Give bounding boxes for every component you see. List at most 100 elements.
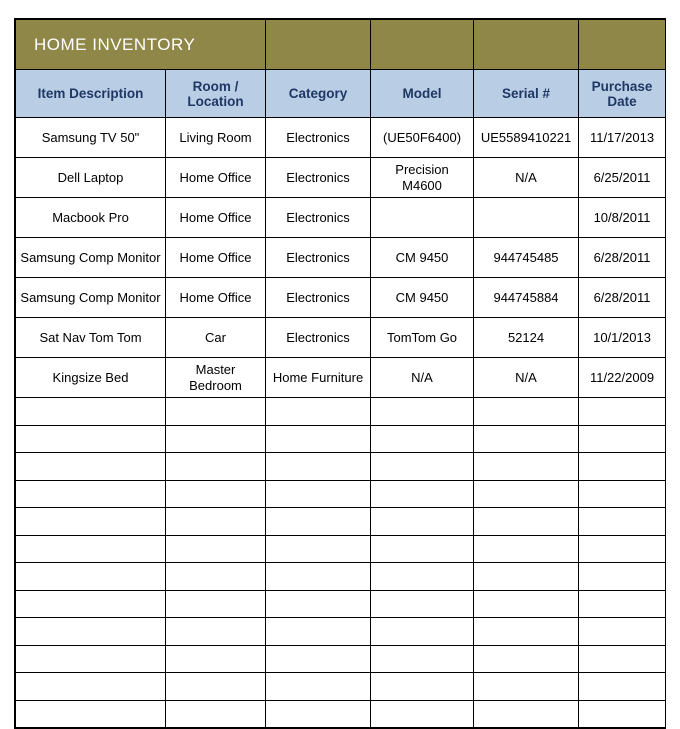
- table-cell-empty: [579, 563, 666, 591]
- table-cell: 10/1/2013: [579, 318, 666, 358]
- table-cell-empty: [474, 535, 579, 563]
- table-cell-empty: [371, 673, 474, 701]
- table-cell-empty: [371, 590, 474, 618]
- table-cell-empty: [266, 563, 371, 591]
- table-cell-empty: [371, 453, 474, 481]
- table-cell-empty: [16, 645, 166, 673]
- table-cell: Electronics: [266, 318, 371, 358]
- col-header-serial: Serial #: [474, 70, 579, 118]
- table-cell: N/A: [474, 358, 579, 398]
- table-cell: 6/28/2011: [579, 238, 666, 278]
- table-cell: 11/22/2009: [579, 358, 666, 398]
- table-cell-empty: [266, 508, 371, 536]
- table-cell: CM 9450: [371, 278, 474, 318]
- table-cell-empty: [166, 453, 266, 481]
- table-cell-empty: [474, 618, 579, 646]
- table-row-empty: [16, 700, 666, 728]
- table-cell-empty: [371, 535, 474, 563]
- table-row: Samsung Comp MonitorHome OfficeElectroni…: [16, 238, 666, 278]
- table-cell-empty: [579, 398, 666, 426]
- table-cell-empty: [16, 673, 166, 701]
- table-cell-empty: [266, 480, 371, 508]
- table-cell-empty: [579, 645, 666, 673]
- table-cell-empty: [474, 508, 579, 536]
- table-row: Kingsize BedMaster BedroomHome Furniture…: [16, 358, 666, 398]
- table-cell-empty: [16, 453, 166, 481]
- table-cell: Home Office: [166, 278, 266, 318]
- table-cell-empty: [474, 645, 579, 673]
- table-cell-empty: [579, 480, 666, 508]
- table-cell-empty: [579, 425, 666, 453]
- table-cell: 6/25/2011: [579, 158, 666, 198]
- header-row: Item Description Room / Location Categor…: [16, 70, 666, 118]
- table-row: Samsung Comp MonitorHome OfficeElectroni…: [16, 278, 666, 318]
- table-cell-empty: [166, 398, 266, 426]
- table-cell: Dell Laptop: [16, 158, 166, 198]
- table-cell: Samsung Comp Monitor: [16, 278, 166, 318]
- table-cell-empty: [579, 590, 666, 618]
- table-cell: (UE50F6400): [371, 118, 474, 158]
- table-cell: Electronics: [266, 158, 371, 198]
- title-row: HOME INVENTORY: [16, 20, 666, 70]
- col-header-purchase-date: Purchase Date: [579, 70, 666, 118]
- table-cell-empty: [166, 618, 266, 646]
- table-cell-empty: [16, 508, 166, 536]
- table-row-empty: [16, 590, 666, 618]
- table-row-empty: [16, 398, 666, 426]
- table-cell-empty: [474, 590, 579, 618]
- table-cell-empty: [166, 645, 266, 673]
- table-cell-empty: [579, 618, 666, 646]
- table-cell-empty: [474, 425, 579, 453]
- table-cell-empty: [266, 398, 371, 426]
- table-cell: Home Furniture: [266, 358, 371, 398]
- table-cell: CM 9450: [371, 238, 474, 278]
- table-cell-empty: [474, 700, 579, 728]
- table-cell-empty: [266, 535, 371, 563]
- col-header-room-location: Room / Location: [166, 70, 266, 118]
- table-cell-empty: [371, 618, 474, 646]
- table-cell: Samsung TV 50": [16, 118, 166, 158]
- title-empty-cell: [266, 20, 371, 70]
- table-cell: [474, 198, 579, 238]
- table-row: Dell LaptopHome OfficeElectronicsPrecisi…: [16, 158, 666, 198]
- table-cell-empty: [16, 700, 166, 728]
- table-cell-empty: [371, 563, 474, 591]
- table-cell-empty: [166, 700, 266, 728]
- table-cell-empty: [166, 425, 266, 453]
- table-cell-empty: [371, 645, 474, 673]
- table-cell: Home Office: [166, 158, 266, 198]
- page-title: HOME INVENTORY: [16, 20, 266, 70]
- table-cell-empty: [474, 453, 579, 481]
- table-row-empty: [16, 508, 666, 536]
- table-cell-empty: [474, 398, 579, 426]
- title-empty-cell: [474, 20, 579, 70]
- table-cell: TomTom Go: [371, 318, 474, 358]
- table-cell-empty: [166, 673, 266, 701]
- table-cell-empty: [266, 425, 371, 453]
- table-row: Macbook ProHome OfficeElectronics10/8/20…: [16, 198, 666, 238]
- table-row: Samsung TV 50"Living RoomElectronics(UE5…: [16, 118, 666, 158]
- table-cell-empty: [266, 453, 371, 481]
- table-cell: UE5589410221: [474, 118, 579, 158]
- table-row-empty: [16, 673, 666, 701]
- table-cell: Living Room: [166, 118, 266, 158]
- table-cell-empty: [474, 673, 579, 701]
- table-cell-empty: [166, 563, 266, 591]
- table-cell-empty: [166, 590, 266, 618]
- table-cell-empty: [371, 425, 474, 453]
- table-cell: Macbook Pro: [16, 198, 166, 238]
- col-header-item-description: Item Description: [16, 70, 166, 118]
- table-cell-empty: [166, 508, 266, 536]
- table-cell: N/A: [371, 358, 474, 398]
- table-cell: Electronics: [266, 278, 371, 318]
- table-row: Sat Nav Tom TomCarElectronicsTomTom Go52…: [16, 318, 666, 358]
- table-cell-empty: [579, 700, 666, 728]
- table-cell: 52124: [474, 318, 579, 358]
- table-cell: 944745884: [474, 278, 579, 318]
- title-empty-cell: [371, 20, 474, 70]
- table-cell: 10/8/2011: [579, 198, 666, 238]
- table-cell: Car: [166, 318, 266, 358]
- table-cell-empty: [579, 673, 666, 701]
- table-cell-empty: [16, 563, 166, 591]
- table-row-empty: [16, 563, 666, 591]
